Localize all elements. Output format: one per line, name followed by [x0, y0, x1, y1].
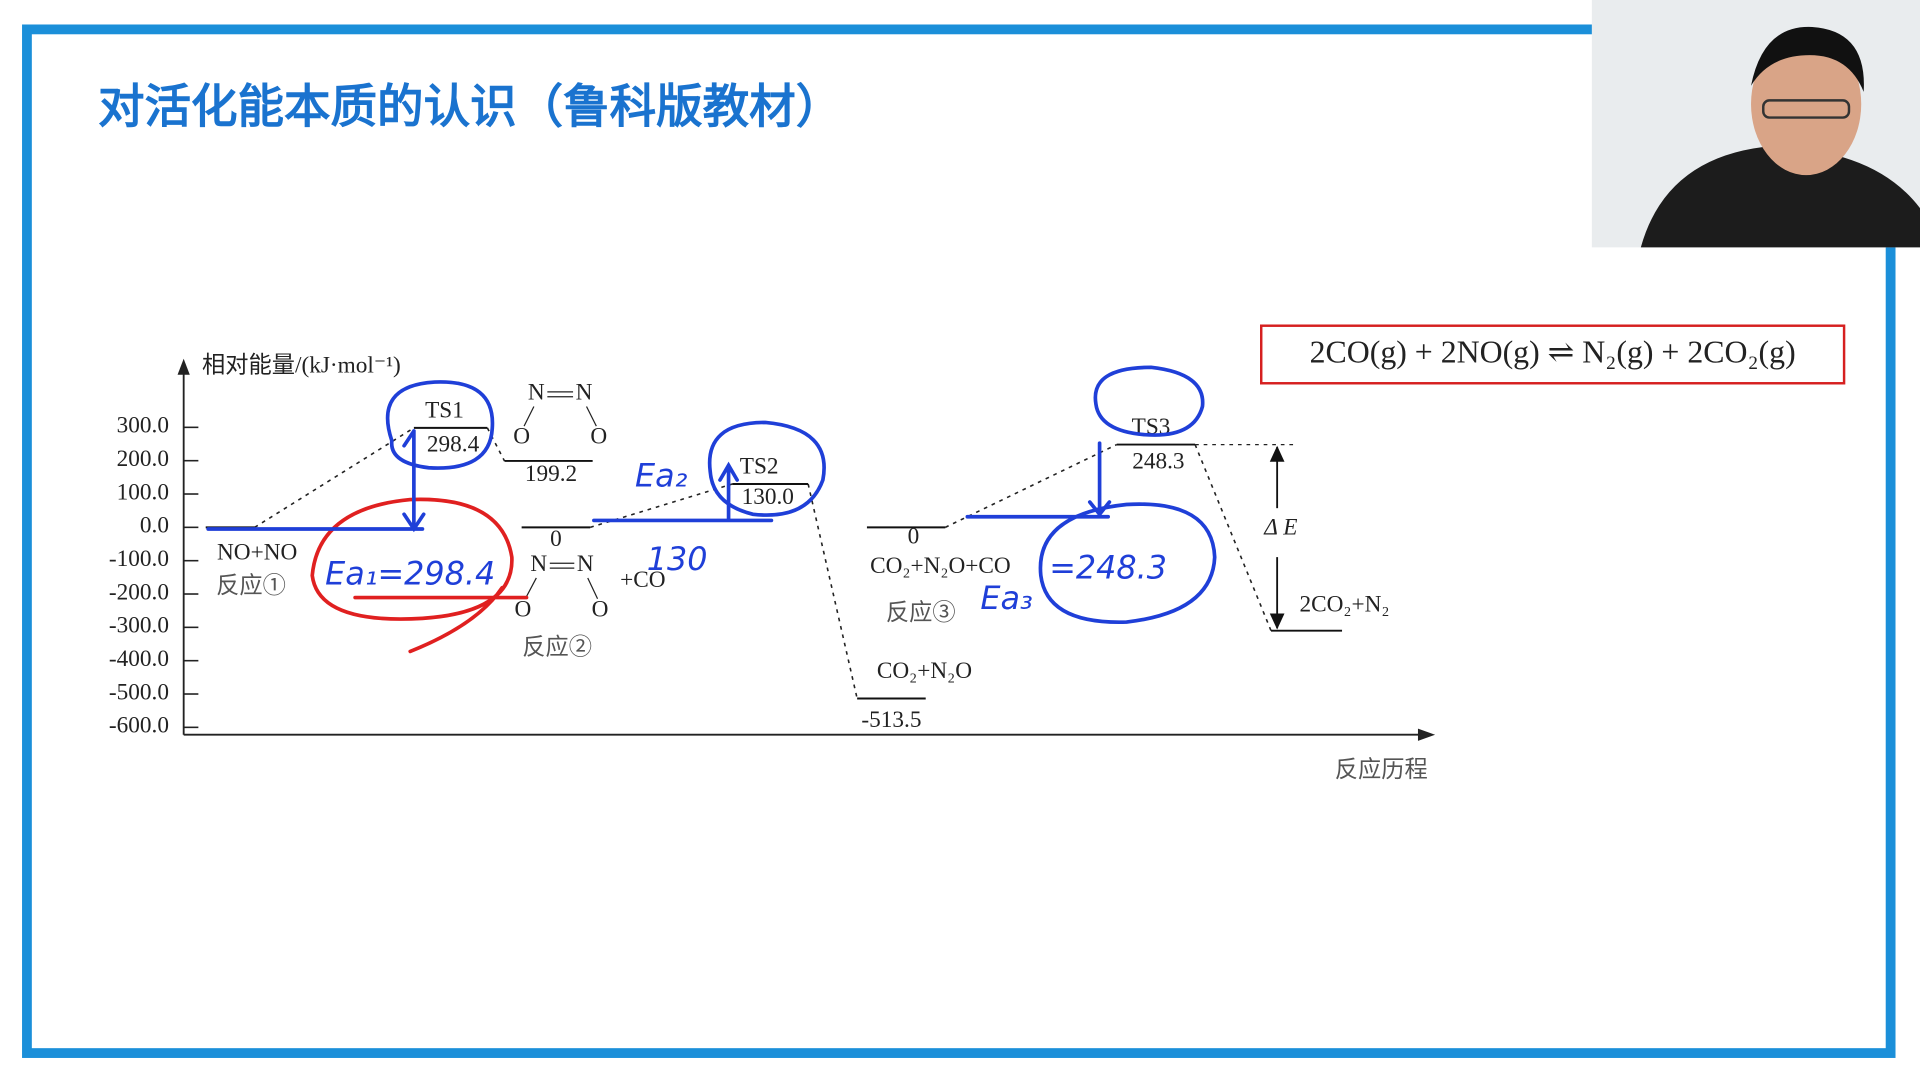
hand-circle [385, 380, 495, 470]
atom: O [514, 596, 531, 622]
level-value-label: 130.0 [742, 484, 794, 510]
handwriting: Ea₁=298.4 [325, 555, 495, 593]
connector [807, 483, 858, 699]
level-name: TS2 [740, 453, 779, 479]
reagent: +CO [620, 567, 665, 593]
x-axis-arrow [1417, 728, 1436, 741]
level-value-label: 0 [908, 524, 920, 550]
handwriting: 130 [647, 540, 708, 578]
y-tick-label: -300.0 [109, 613, 169, 639]
atom: N [530, 551, 547, 577]
level-name: NO+NO [217, 540, 297, 566]
hand-circle [707, 420, 826, 517]
bond [587, 577, 599, 600]
hand-line [965, 441, 1112, 519]
connector [254, 427, 415, 529]
level-value-label: 199.2 [525, 461, 577, 487]
level-value-label: 298.4 [427, 432, 480, 458]
atom: O [590, 424, 607, 450]
atom: N [528, 380, 545, 406]
bond [523, 406, 535, 427]
person-head [1751, 33, 1862, 176]
y-tick-label: 0.0 [140, 513, 169, 539]
y-tick-label: -500.0 [109, 679, 169, 705]
hand-circle [1093, 365, 1205, 437]
y-axis-arrow [177, 358, 190, 375]
reaction-label: 反应③ [886, 600, 956, 626]
connector [944, 443, 1118, 529]
person-body [1640, 146, 1920, 248]
slide-title: 对活化能本质的认识（鲁科版教材） [98, 79, 842, 133]
slide-frame [22, 24, 1896, 1058]
level-value-label: -513.5 [861, 707, 921, 733]
y-tick-label: 300.0 [117, 413, 169, 439]
connector [1194, 444, 1272, 631]
level-value-label: 248.3 [1132, 448, 1184, 474]
level-name: TS1 [425, 397, 464, 423]
level-value-label: 0 [550, 526, 562, 552]
arrow-head [1269, 445, 1285, 462]
axes: 相对能量/(kJ·mol⁻¹) 反应历程 [177, 353, 1436, 783]
handwriting: Ea₃ [980, 579, 1032, 617]
connector [486, 427, 506, 462]
handwriting: Ea₂ [635, 457, 688, 495]
equation: 2CO(g) + 2NO(g) ⇌ N₂(g) + 2CO₂(g) [1310, 334, 1796, 369]
bond [524, 577, 537, 600]
reaction-label: 反应① [216, 573, 286, 599]
atom: N [577, 551, 594, 577]
person-hair [1751, 26, 1864, 92]
y-tick-label: -400.0 [109, 646, 169, 672]
level-name: CO₂+N₂O+CO [870, 553, 1011, 579]
equation-box [1260, 324, 1846, 385]
atom: O [592, 596, 609, 622]
person-glasses [1762, 99, 1851, 119]
y-tick-label: 100.0 [117, 479, 169, 505]
y-axis-label: 相对能量/(kJ·mol⁻¹) [202, 353, 401, 379]
hand-line [206, 429, 426, 533]
level-name: CO₂+N₂O [877, 658, 972, 684]
atom: O [513, 424, 530, 450]
bond [585, 406, 597, 427]
y-tick-label: -100.0 [109, 546, 169, 572]
arrow-head [1269, 613, 1285, 630]
x-axis-label: 反应历程 [1335, 757, 1428, 783]
hand-circle [310, 497, 514, 654]
atom: N [576, 380, 593, 406]
y-tick-label: -600.0 [109, 713, 169, 739]
y-tick-label: 200.0 [117, 446, 169, 472]
level-name: 2CO₂+N₂ [1299, 592, 1389, 618]
handwriting: =248.3 [1049, 548, 1167, 586]
delta-label: Δ E [1263, 514, 1297, 540]
y-tick-label: -200.0 [109, 579, 169, 605]
hand-line [592, 461, 774, 523]
webcam [1591, 0, 1920, 248]
reaction-label: 反应② [522, 634, 592, 660]
